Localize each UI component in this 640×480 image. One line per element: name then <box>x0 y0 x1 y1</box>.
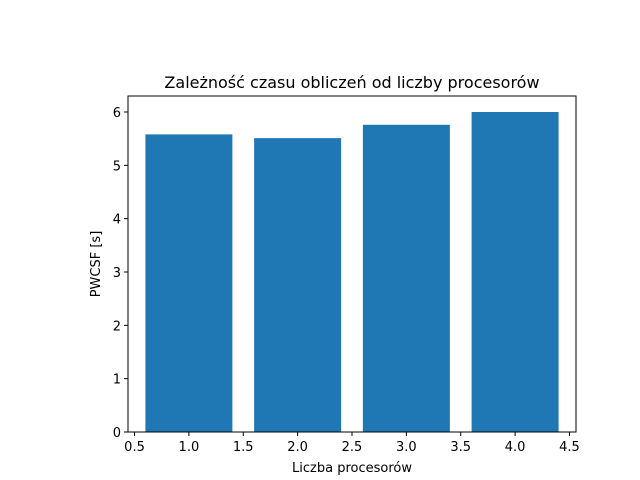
x-tick-label: 1.0 <box>179 440 200 455</box>
x-axis-ticks: 0.5 1.0 1.5 2.0 2.5 3.0 3.5 4.0 4.5 <box>124 432 580 455</box>
chart-title: Zależność czasu obliczeń od liczby proce… <box>164 73 539 92</box>
x-tick-label: 3.0 <box>396 440 417 455</box>
x-axis-label: Liczba procesorów <box>292 461 412 476</box>
bar-3 <box>362 124 450 433</box>
x-tick-label: 4.5 <box>559 440 580 455</box>
x-tick-label: 1.5 <box>233 440 254 455</box>
y-tick-label: 4 <box>113 213 121 228</box>
y-axis-label: PWCSF [s] <box>89 231 104 298</box>
x-tick-label: 2.0 <box>287 440 308 455</box>
x-tick-label: 2.5 <box>342 440 363 455</box>
bar-4 <box>471 112 559 432</box>
y-tick-label: 5 <box>113 159 121 174</box>
y-axis-ticks: 0 1 2 3 4 5 6 <box>113 106 128 441</box>
y-tick-label: 2 <box>113 319 121 334</box>
bar-1 <box>145 134 233 432</box>
y-tick-label: 6 <box>113 106 121 121</box>
x-tick-label: 4.0 <box>505 440 526 455</box>
bars-group <box>145 112 559 433</box>
x-tick-label: 3.5 <box>450 440 471 455</box>
y-tick-label: 0 <box>113 426 121 441</box>
y-tick-label: 3 <box>113 266 121 281</box>
x-tick-label: 0.5 <box>124 440 145 455</box>
bar-2 <box>254 138 342 432</box>
y-tick-label: 1 <box>113 373 121 388</box>
